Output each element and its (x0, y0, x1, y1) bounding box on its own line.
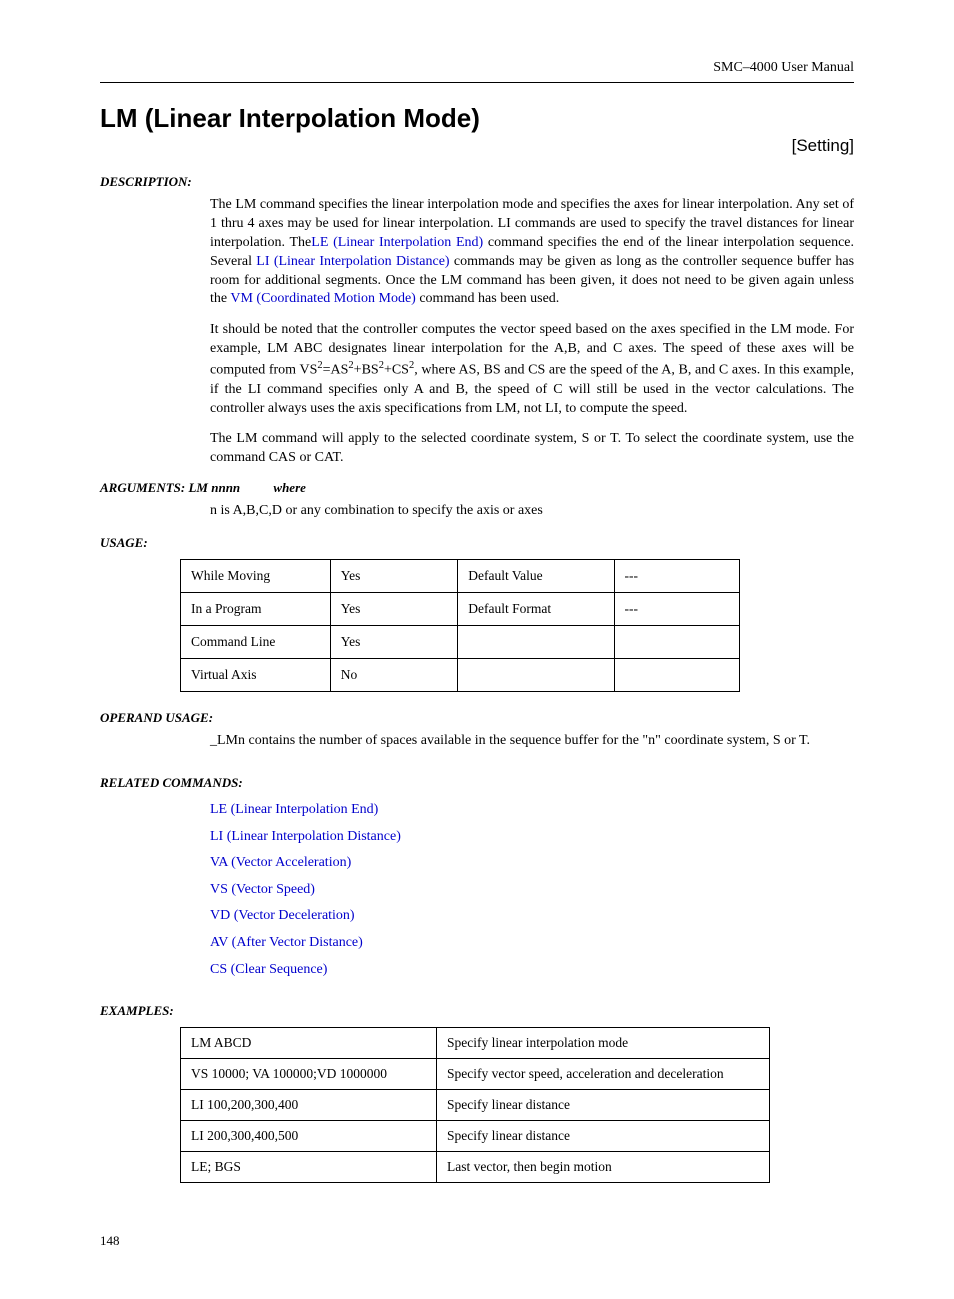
description-p2: It should be noted that the controller c… (210, 321, 854, 418)
cell: No (330, 659, 458, 692)
page-number: 148 (100, 1233, 854, 1249)
cell: LE; BGS (181, 1152, 437, 1183)
cell: Specify linear distance (437, 1121, 770, 1152)
examples-label: EXAMPLES: (100, 1003, 854, 1019)
related-label: RELATED COMMANDS: (100, 775, 854, 791)
related-link[interactable]: VA (Vector Acceleration) (210, 855, 351, 870)
setting-tag: [Setting] (100, 136, 854, 156)
description-p3: The LM command will apply to the selecte… (210, 430, 854, 468)
desc-p2c: +BS (354, 363, 379, 378)
related-link[interactable]: LI (Linear Interpolation Distance) (210, 829, 401, 844)
table-row: LI 200,300,400,500 Specify linear distan… (181, 1121, 770, 1152)
related-link[interactable]: CS (Clear Sequence) (210, 962, 327, 977)
table-row: Virtual Axis No (181, 659, 740, 692)
table-row: LM ABCD Specify linear interpolation mod… (181, 1028, 770, 1059)
cell: Specify linear interpolation mode (437, 1028, 770, 1059)
related-link[interactable]: AV (After Vector Distance) (210, 935, 363, 950)
table-row: LI 100,200,300,400 Specify linear distan… (181, 1090, 770, 1121)
cell (458, 626, 614, 659)
arguments-body: n is A,B,C,D or any combination to speci… (210, 502, 854, 521)
cell: Last vector, then begin motion (437, 1152, 770, 1183)
cell: Command Line (181, 626, 331, 659)
cell: LI 100,200,300,400 (181, 1090, 437, 1121)
description-p1: The LM command specifies the linear inte… (210, 196, 854, 309)
operand-label: OPERAND USAGE: (100, 710, 854, 726)
cell: VS 10000; VA 100000;VD 1000000 (181, 1059, 437, 1090)
cell: Yes (330, 593, 458, 626)
cell: LM ABCD (181, 1028, 437, 1059)
arguments-text: ARGUMENTS: LM nnnn (100, 480, 240, 495)
desc-p2b: =AS (323, 363, 349, 378)
cell: While Moving (181, 560, 331, 593)
related-commands-list: LE (Linear Interpolation End) LI (Linear… (210, 797, 854, 983)
cell: Specify linear distance (437, 1090, 770, 1121)
cell: --- (614, 593, 740, 626)
page-title: LM (Linear Interpolation Mode) (100, 103, 854, 134)
cell: Yes (330, 626, 458, 659)
cell: Default Value (458, 560, 614, 593)
cell (458, 659, 614, 692)
table-row: In a Program Yes Default Format --- (181, 593, 740, 626)
link-le[interactable]: LE (Linear Interpolation End) (311, 235, 483, 250)
related-link[interactable]: LE (Linear Interpolation End) (210, 802, 378, 817)
cell (614, 626, 740, 659)
link-li[interactable]: LI (Linear Interpolation Distance) (256, 254, 449, 269)
table-row: VS 10000; VA 100000;VD 1000000 Specify v… (181, 1059, 770, 1090)
cell: Virtual Axis (181, 659, 331, 692)
arguments-label: ARGUMENTS: LM nnnn where (100, 480, 854, 496)
table-row: While Moving Yes Default Value --- (181, 560, 740, 593)
manual-header: SMC–4000 User Manual (100, 60, 854, 83)
cell (614, 659, 740, 692)
table-row: LE; BGS Last vector, then begin motion (181, 1152, 770, 1183)
cell: LI 200,300,400,500 (181, 1121, 437, 1152)
cell: Default Format (458, 593, 614, 626)
examples-table: LM ABCD Specify linear interpolation mod… (180, 1027, 770, 1183)
related-link[interactable]: VD (Vector Deceleration) (210, 908, 355, 923)
cell: --- (614, 560, 740, 593)
related-link[interactable]: VS (Vector Speed) (210, 882, 315, 897)
operand-body: _LMn contains the number of spaces avail… (210, 732, 854, 751)
arguments-where: where (273, 480, 306, 495)
cell: Specify vector speed, acceleration and d… (437, 1059, 770, 1090)
desc-p1d: command has been used. (416, 291, 559, 306)
desc-p2d: +CS (384, 363, 409, 378)
usage-label: USAGE: (100, 535, 854, 551)
description-label: DESCRIPTION: (100, 174, 854, 190)
link-vm[interactable]: VM (Coordinated Motion Mode) (230, 291, 415, 306)
usage-table: While Moving Yes Default Value --- In a … (180, 559, 740, 692)
cell: In a Program (181, 593, 331, 626)
cell: Yes (330, 560, 458, 593)
table-row: Command Line Yes (181, 626, 740, 659)
